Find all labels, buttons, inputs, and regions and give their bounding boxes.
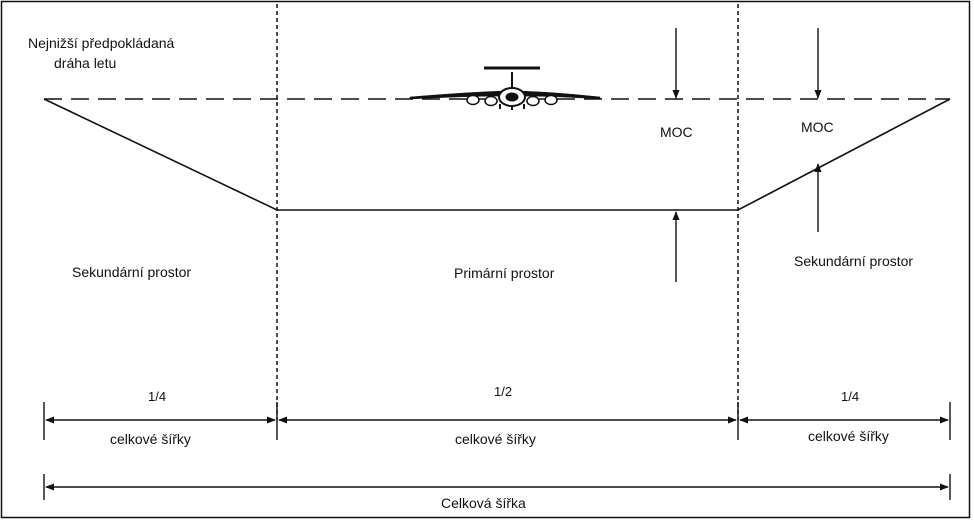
aircraft-front-view-icon	[409, 66, 601, 110]
moc-right-label: MOC	[801, 119, 834, 135]
right-fraction-label: 1/4	[841, 389, 859, 404]
center-fraction-label: 1/2	[494, 384, 512, 399]
left-segment-caption: celkové šířky	[110, 431, 191, 447]
left-fraction-label: 1/4	[148, 389, 166, 404]
secondary-area-left-label: Sekundární prostor	[72, 264, 191, 280]
center-segment-caption: celkové šířky	[455, 431, 536, 447]
flight-path-label-line1: Nejnižší předpokládaná	[28, 35, 175, 51]
right-segment-caption: celkové šířky	[808, 428, 889, 444]
total-width-label: Celková šířka	[441, 495, 526, 511]
flight-path-label-line2: dráha letu	[54, 55, 116, 71]
clearance-surface-line	[43, 98, 951, 211]
primary-area-label: Primární prostor	[454, 265, 555, 281]
moc-center-label: MOC	[660, 124, 693, 140]
secondary-area-right-label: Sekundární prostor	[794, 253, 913, 269]
